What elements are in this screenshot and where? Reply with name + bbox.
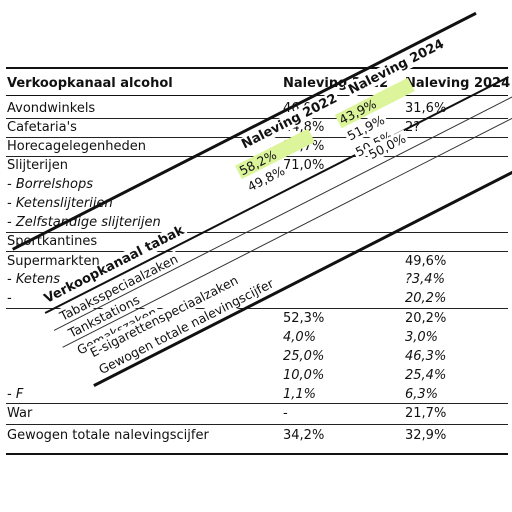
table-bottom-rule <box>6 453 508 455</box>
row-divider <box>6 403 508 404</box>
row-label: Supermarkten <box>7 254 100 269</box>
table-top-rule <box>6 67 508 69</box>
tobacco-row-2024: 50,0% <box>364 129 410 164</box>
row-divider <box>6 251 508 252</box>
row-label: - Ketenslijterijen <box>7 196 113 211</box>
row-label: Cafetaria's <box>7 120 77 135</box>
row-2024: 21,7% <box>405 406 447 421</box>
row-2022: 71,0% <box>283 158 325 173</box>
row-label: Horecagelegenheden <box>7 139 146 154</box>
row-2022: 25,0% <box>283 349 325 364</box>
row-divider <box>6 232 508 233</box>
row-2024: 25,4% <box>405 368 447 383</box>
row-2022: 52,3% <box>283 311 325 326</box>
row-2022: - <box>283 406 288 421</box>
row-label: Slijterijen <box>7 158 68 173</box>
row-2024: 20,2% <box>405 291 447 306</box>
row-2024: ?3,4% <box>405 272 445 287</box>
row-2022: 4,0% <box>283 330 317 345</box>
row-2024: 46,3% <box>405 349 447 364</box>
row-2024: 32,9% <box>405 428 447 443</box>
row-divider <box>6 308 508 309</box>
row-label: - <box>7 291 12 306</box>
row-2024: 6,3% <box>405 387 439 402</box>
row-label: - Borrelshops <box>7 177 93 192</box>
row-label: - Ketens <box>7 272 60 287</box>
row-2022: 34,2% <box>283 428 325 443</box>
row-2022: 1,1% <box>283 387 317 402</box>
row-2024: 3,0% <box>405 330 439 345</box>
row-2024: 49,6% <box>405 254 447 269</box>
row-label: Gewogen totale nalevingscijfer <box>7 428 209 443</box>
row-2022: 10,0% <box>283 368 325 383</box>
header-rule <box>6 95 508 96</box>
row-label: Avondwinkels <box>7 101 96 116</box>
row-divider <box>6 424 508 425</box>
row-label: - Zelfstandige slijterijen <box>7 215 161 230</box>
row-label: War <box>7 406 33 421</box>
row-divider <box>6 118 508 119</box>
header-channel: Verkoopkanaal alcohol <box>7 76 173 91</box>
row-label: - F <box>7 387 24 402</box>
row-2024: 20,2% <box>405 311 447 326</box>
